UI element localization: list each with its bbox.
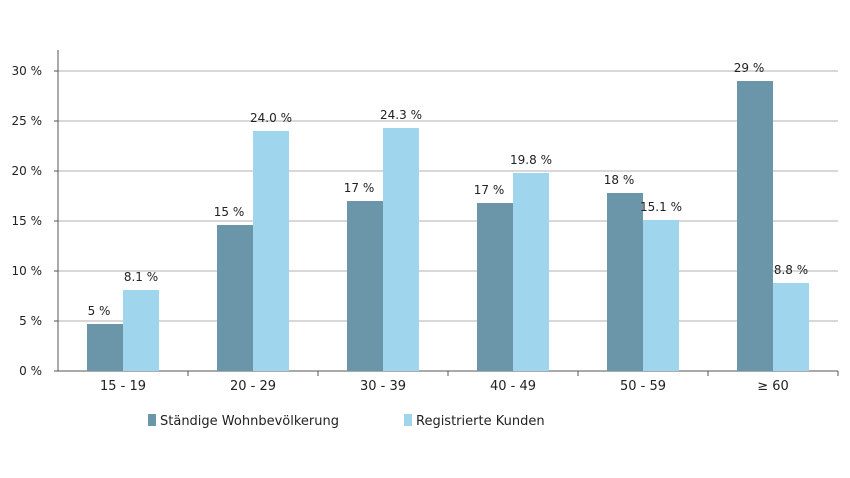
y-axis: 0 % 5 % 10 % 15 % 20 % 25 % 30 %	[12, 50, 59, 378]
x-tick-label: 30 - 39	[360, 379, 406, 394]
data-label: 8.8 %	[774, 263, 808, 277]
data-label: 15.1 %	[640, 200, 682, 214]
data-label: 15 %	[214, 205, 245, 219]
bar-wohnbevoelkerung	[87, 324, 123, 371]
y-tick-label: 0 %	[19, 364, 42, 378]
bar-wohnbevoelkerung	[607, 193, 643, 371]
data-labels: 5 % 8.1 % 15 % 24.0 % 17 % 24.3 % 17 % 19.8 % 18…	[88, 61, 809, 318]
bar-wohnbevoelkerung	[477, 203, 513, 371]
bar-kunden	[123, 290, 159, 371]
bars	[87, 81, 809, 371]
data-label: 17 %	[344, 181, 375, 195]
data-label: 24.3 %	[380, 108, 422, 122]
legend-label-wohnbevoelkerung: Ständige Wohnbevölkerung	[160, 414, 339, 429]
bar-kunden	[643, 220, 679, 371]
data-label: 29 %	[734, 61, 765, 75]
x-axis: 15 - 19 20 - 29 30 - 39 40 - 49 50 - 59 ≥ 60	[58, 370, 839, 394]
bar-kunden	[773, 283, 809, 371]
y-tick-label: 20 %	[12, 164, 43, 178]
legend-swatch-wohnbevoelkerung	[148, 414, 156, 426]
x-tick-label: 20 - 29	[230, 379, 276, 394]
bar-kunden	[383, 128, 419, 371]
data-label: 8.1 %	[124, 270, 158, 284]
x-tick-label: 50 - 59	[620, 379, 666, 394]
x-tick-label: ≥ 60	[757, 379, 789, 394]
data-label: 18 %	[604, 173, 635, 187]
legend-label-kunden: Registrierte Kunden	[416, 414, 545, 429]
x-tick-label: 40 - 49	[490, 379, 536, 394]
bar-wohnbevoelkerung	[217, 225, 253, 371]
data-label: 19.8 %	[510, 153, 552, 167]
data-label: 17 %	[474, 183, 505, 197]
y-tick-label: 30 %	[12, 64, 43, 78]
data-label: 5 %	[88, 304, 111, 318]
x-tick-label: 15 - 19	[100, 379, 146, 394]
y-tick-label: 5 %	[19, 314, 42, 328]
gridlines	[58, 70, 838, 322]
y-tick-label: 25 %	[12, 114, 43, 128]
legend: Ständige Wohnbevölkerung Registrierte Ku…	[148, 414, 545, 429]
y-tick-label: 10 %	[12, 264, 43, 278]
y-tick-label: 15 %	[12, 214, 43, 228]
bar-kunden	[253, 131, 289, 371]
bar-kunden	[513, 173, 549, 371]
legend-swatch-kunden	[404, 414, 412, 426]
bar-wohnbevoelkerung	[347, 201, 383, 371]
data-label: 24.0 %	[250, 111, 292, 125]
bar-wohnbevoelkerung	[737, 81, 773, 371]
